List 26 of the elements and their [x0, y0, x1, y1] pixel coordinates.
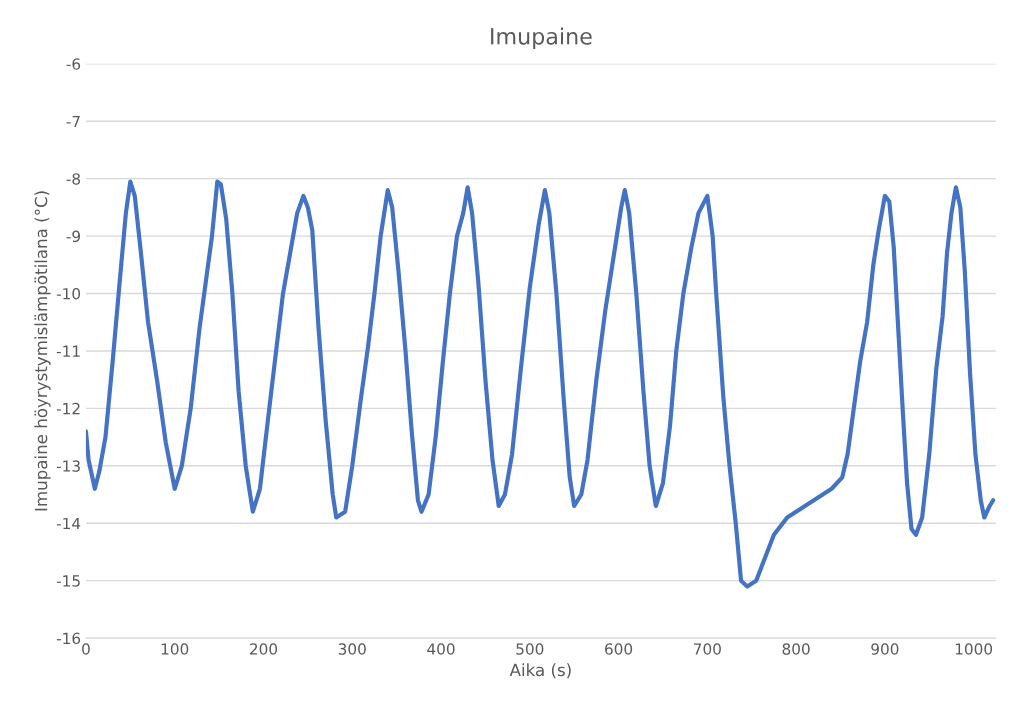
y-tick-label: -13 — [56, 460, 80, 472]
y-tick-label: -12 — [56, 402, 80, 415]
y-tick-label: -9 — [66, 230, 80, 243]
x-tick-label: 100 — [161, 643, 189, 655]
y-tick-label: -10 — [56, 287, 81, 300]
chart-title: Imupaine — [491, 27, 592, 49]
x-tick-label: 500 — [516, 643, 544, 655]
y-axis-title: Imupaine höyrystymislämpötilana (°C) — [34, 191, 51, 511]
x-tick-label: 700 — [694, 643, 721, 655]
x-tick-label: 900 — [871, 643, 899, 655]
x-tick-label: 300 — [338, 643, 366, 655]
y-tick-label: -15 — [56, 575, 80, 587]
y-tick-label: -6 — [66, 58, 81, 70]
x-tick-label: 200 — [250, 643, 278, 655]
y-tick-label: -14 — [56, 517, 81, 530]
x-tick-label: 0 — [82, 643, 90, 655]
y-tick-label: -7 — [66, 115, 80, 128]
x-tick-label: 400 — [427, 643, 455, 655]
x-tick-label: 1000 — [955, 643, 993, 655]
x-axis-title: Aika (s) — [509, 663, 571, 679]
x-tick-label: 800 — [782, 643, 810, 655]
y-tick-label: -16 — [56, 632, 81, 645]
y-tick-label: -8 — [66, 173, 81, 185]
line-series — [85, 179, 996, 589]
y-tick-label: -11 — [56, 345, 80, 357]
x-tick-label: 600 — [605, 643, 633, 655]
